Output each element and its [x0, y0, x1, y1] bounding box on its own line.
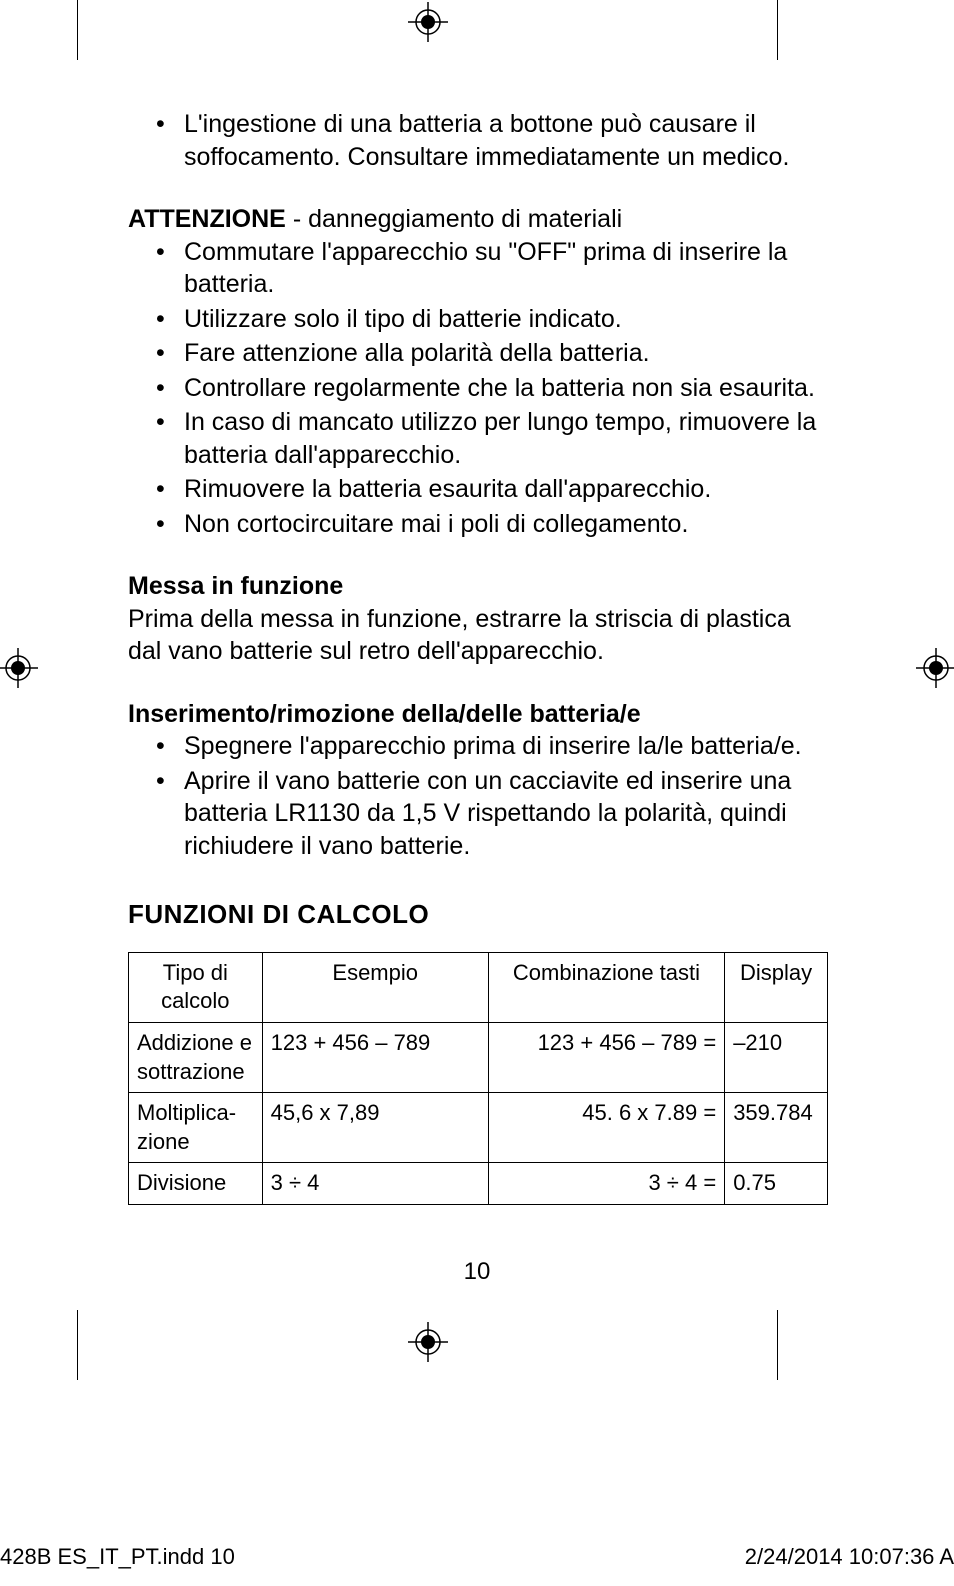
- inserimento-heading: Inserimento/rimozione della/delle batter…: [128, 698, 828, 731]
- table-cell: 45,6 x 7,89: [262, 1093, 488, 1163]
- list-item: Spegnere l'apparecchio prima di inserire…: [156, 730, 828, 763]
- table-row: Divisione 3 ÷ 4 3 ÷ 4 = 0.75: [129, 1163, 828, 1205]
- list-item: Commutare l'apparecchio su "OFF" prima d…: [156, 236, 828, 301]
- attenzione-list: Commutare l'apparecchio su "OFF" prima d…: [128, 236, 828, 541]
- list-item: Aprire il vano batterie con un cacciavit…: [156, 765, 828, 863]
- table-header: Esempio: [262, 952, 488, 1022]
- registration-mark-icon: [408, 2, 448, 42]
- footer-right: 2/24/2014 10:07:36 A: [745, 1544, 954, 1570]
- table-cell: 3 ÷ 4 =: [488, 1163, 724, 1205]
- table-row: Moltiplica-zione 45,6 x 7,89 45. 6 x 7.8…: [129, 1093, 828, 1163]
- calc-table: Tipo di calcolo Esempio Combinazione tas…: [128, 952, 828, 1205]
- list-item: Rimuovere la batteria esaurita dall'appa…: [156, 473, 828, 506]
- page-content: L'ingestione di una batteria a bottone p…: [128, 108, 828, 1205]
- table-cell: 123 + 456 – 789: [262, 1022, 488, 1092]
- list-item: Utilizzare solo il tipo di batterie indi…: [156, 303, 828, 336]
- page-number: 10: [0, 1258, 954, 1286]
- list-item: In caso di mancato utilizzo per lungo te…: [156, 406, 828, 471]
- table-header: Tipo di calcolo: [129, 952, 263, 1022]
- table-cell: 123 + 456 – 789 =: [488, 1022, 724, 1092]
- list-item: Controllare regolarmente che la batteria…: [156, 372, 828, 405]
- registration-mark-icon: [408, 1322, 448, 1362]
- attenzione-label: ATTENZIONE: [128, 205, 286, 233]
- list-item: Non cortocircuitare mai i poli di colleg…: [156, 508, 828, 541]
- table-cell: 359.784: [725, 1093, 828, 1163]
- list-item: L'ingestione di una batteria a bottone p…: [156, 108, 828, 173]
- table-cell: Divisione: [129, 1163, 263, 1205]
- table-cell: Addizione e sottrazione: [129, 1022, 263, 1092]
- funzioni-heading: FUNZIONI DI CALCOLO: [128, 898, 828, 932]
- table-cell: 45. 6 x 7.89 =: [488, 1093, 724, 1163]
- messa-text: Prima della messa in funzione, estrarre …: [128, 603, 828, 668]
- table-header: Combinazione tasti: [488, 952, 724, 1022]
- table-cell: Moltiplica-zione: [129, 1093, 263, 1163]
- warning-list: L'ingestione di una batteria a bottone p…: [128, 108, 828, 173]
- crop-mark: [77, 1310, 78, 1380]
- table-header: Display: [725, 952, 828, 1022]
- crop-mark: [777, 1310, 778, 1380]
- inserimento-list: Spegnere l'apparecchio prima di inserire…: [128, 730, 828, 862]
- table-header-row: Tipo di calcolo Esempio Combinazione tas…: [129, 952, 828, 1022]
- registration-mark-icon: [0, 648, 38, 688]
- table-cell: 3 ÷ 4: [262, 1163, 488, 1205]
- crop-mark: [77, 0, 78, 60]
- attenzione-subtitle: - danneggiamento di materiali: [286, 205, 622, 233]
- table-cell: 0.75: [725, 1163, 828, 1205]
- table-cell: –210: [725, 1022, 828, 1092]
- attenzione-heading: ATTENZIONE - danneggiamento di materiali: [128, 203, 828, 236]
- messa-heading: Messa in funzione: [128, 570, 828, 603]
- crop-mark: [777, 0, 778, 60]
- table-row: Addizione e sottrazione 123 + 456 – 789 …: [129, 1022, 828, 1092]
- footer-left: 428B ES_IT_PT.indd 10: [0, 1544, 235, 1570]
- list-item: Fare attenzione alla polarità della batt…: [156, 337, 828, 370]
- registration-mark-icon: [916, 648, 954, 688]
